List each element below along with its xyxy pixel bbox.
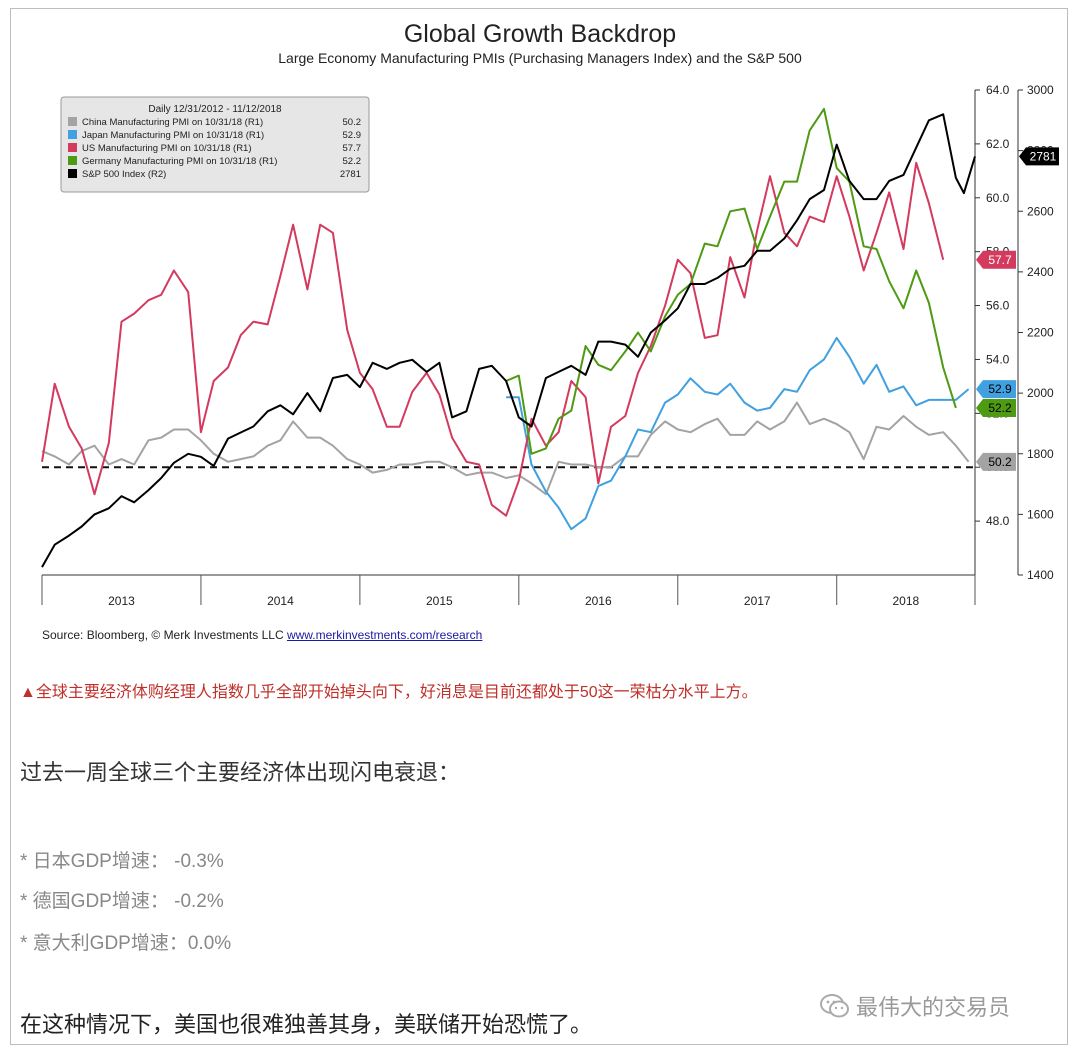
wechat-icon	[820, 994, 849, 1018]
legend-label: Japan Manufacturing PMI on 10/31/18 (R1)	[82, 130, 264, 141]
r1-tick-label: 56.0	[986, 299, 1010, 313]
r1-tick-label: 54.0	[986, 352, 1010, 366]
r2-tick-label: 1800	[1027, 447, 1054, 461]
japan-manufacturing-pmi-line	[506, 336, 970, 531]
gdp-item-germany: * 德国GDP增速： -0.2%	[20, 891, 224, 912]
gdp-item-japan: * 日本GDP增速： -0.3%	[20, 851, 224, 872]
legend-swatch	[68, 143, 77, 152]
legend-value: 50.2	[343, 117, 362, 128]
paragraph-fed: 在这种情况下，美国也很难独善其身，美联储开始恐慌了。	[20, 1012, 593, 1037]
legend-label: S&P 500 Index (R2)	[82, 169, 166, 180]
legend-swatch	[68, 117, 77, 126]
watermark: 最伟大的交易员	[820, 990, 1010, 1022]
end-label-text: 52.9	[988, 382, 1012, 396]
end-label-box	[976, 250, 1016, 269]
r2-tick-label: 2000	[1027, 386, 1054, 400]
legend-value: 57.7	[343, 143, 362, 154]
end-label-box	[1019, 147, 1059, 166]
r2-tick-label: 3000	[1027, 83, 1054, 97]
source-text: Source: Bloomberg, © Merk Investments LL…	[42, 628, 287, 642]
s-p-500-index-line	[41, 113, 976, 568]
end-label-57.7: 57.7	[976, 250, 1016, 269]
x-tick-label: 2017	[744, 594, 771, 608]
china-manufacturing-pmi-line	[41, 401, 970, 496]
r1-tick-label: 62.0	[986, 137, 1010, 151]
end-label-text: 50.2	[988, 455, 1012, 469]
end-label-box	[976, 398, 1016, 417]
chart-subtitle: Large Economy Manufacturing PMIs (Purcha…	[278, 50, 802, 66]
r2-tick-label: 1400	[1027, 568, 1054, 582]
legend-header: Daily 12/31/2012 - 11/12/2018	[148, 104, 282, 115]
legend-swatch	[68, 156, 77, 165]
r2-tick-label: 1600	[1027, 507, 1054, 521]
legend-label: China Manufacturing PMI on 10/31/18 (R1)	[82, 117, 263, 128]
x-tick-label: 2014	[267, 594, 294, 608]
legend-value: 2781	[340, 169, 361, 180]
end-label-52.9: 52.9	[976, 380, 1016, 399]
watermark-text: 最伟大的交易员	[856, 995, 1011, 1020]
gdp-item-italy: * 意大利GDP增速：0.0%	[20, 933, 232, 954]
chart-caption: ▲全球主要经济体购经理人指数几乎全部开始掉头向下，好消息是目前还都处于50这一荣…	[20, 684, 758, 701]
x-tick-label: 2015	[426, 594, 453, 608]
end-label-text: 52.2	[988, 401, 1012, 415]
r1-tick-label: 48.0	[986, 514, 1010, 528]
germany-manufacturing-pmi-line	[505, 107, 957, 455]
source-link[interactable]: www.merkinvestments.com/research	[286, 628, 483, 642]
us-manufacturing-pmi-line	[41, 161, 945, 517]
chart-legend: Daily 12/31/2012 - 11/12/2018 China Manuf…	[60, 96, 370, 193]
end-label-50.2: 50.2	[976, 452, 1016, 471]
source-note: Source: Bloomberg, © Merk Investments LL…	[42, 628, 482, 642]
legend-box	[60, 96, 370, 193]
end-label-text: 57.7	[988, 253, 1012, 267]
r1-tick-label: 60.0	[986, 191, 1010, 205]
paragraph-recession: 过去一周全球三个主要经济体出现闪电衰退：	[20, 760, 461, 785]
legend-swatch	[68, 130, 77, 139]
r2-tick-label: 2400	[1027, 265, 1054, 279]
x-tick-label: 2016	[585, 594, 612, 608]
legend-label: Germany Manufacturing PMI on 10/31/18 (R…	[82, 156, 277, 167]
content-frame	[10, 8, 1068, 1045]
end-label-2781: 2781	[1019, 147, 1059, 166]
r2-tick-label: 2200	[1027, 326, 1054, 340]
r1-tick-label: 64.0	[986, 83, 1010, 97]
end-label-box	[976, 452, 1016, 471]
r2-tick-label: 2600	[1027, 204, 1054, 218]
pmi-sp500-chart: 20132014201520162017201864.062.060.058.0…	[41, 83, 1059, 608]
x-tick-label: 2018	[893, 594, 920, 608]
x-tick-label: 2013	[108, 594, 135, 608]
end-label-box	[976, 380, 1016, 399]
chart-title: Global Growth Backdrop	[403, 20, 677, 48]
legend-label: US Manufacturing PMI on 10/31/18 (R1)	[82, 143, 252, 154]
end-label-text: 2781	[1030, 149, 1057, 163]
legend-swatch	[68, 169, 77, 178]
legend-value: 52.9	[343, 130, 362, 141]
legend-value: 52.2	[343, 156, 362, 167]
end-label-52.2: 52.2	[976, 398, 1016, 417]
